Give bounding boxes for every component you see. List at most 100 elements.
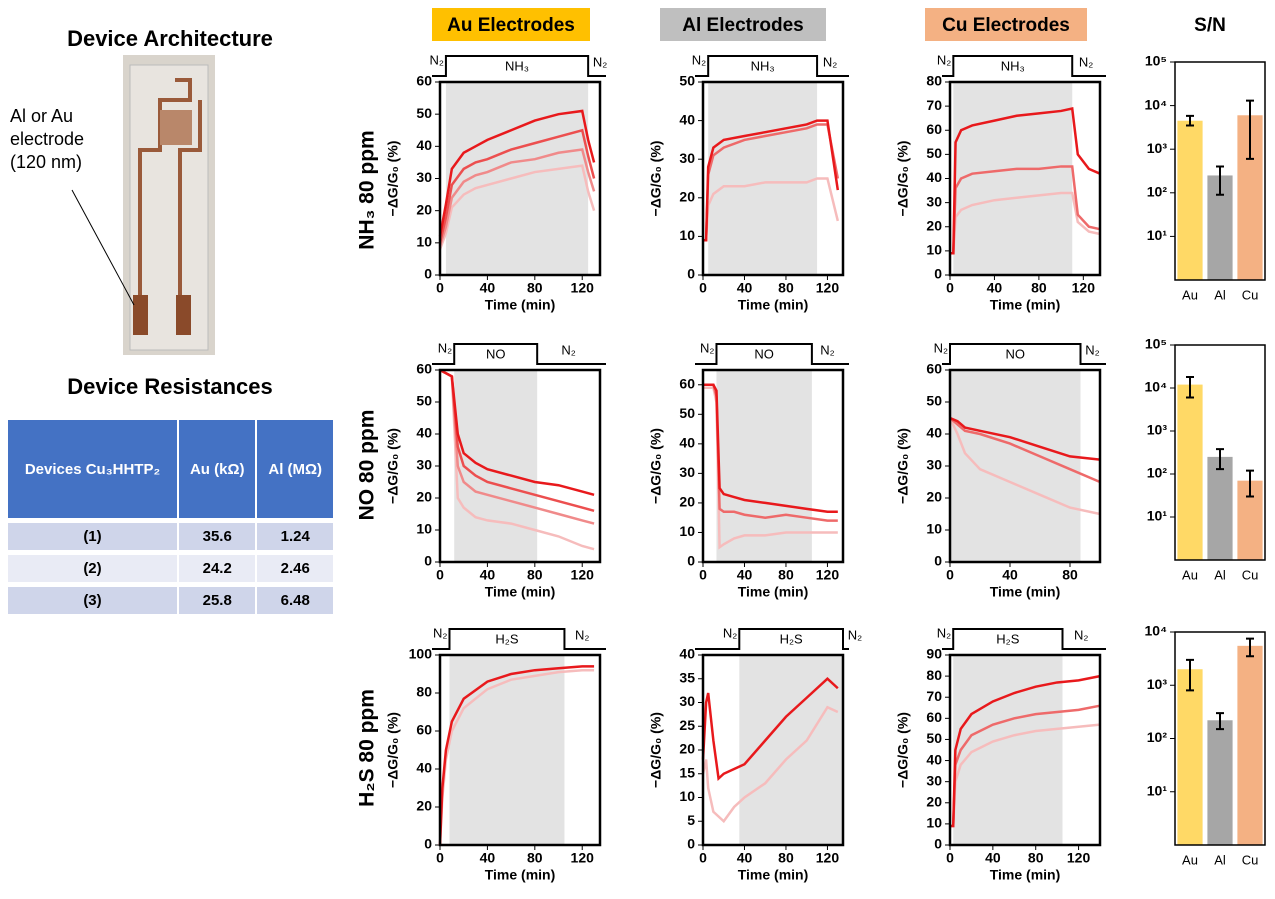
gas-label: N₂ <box>1085 342 1099 357</box>
y-tick-label: 60 <box>926 361 942 377</box>
x-tick-label: 120 <box>1067 850 1091 866</box>
x-tick-label: 80 <box>778 850 794 866</box>
figure: Device Architecture Al or Au electrode (… <box>0 0 1275 899</box>
x-tick-label: 40 <box>737 567 753 583</box>
y-tick-label: 30 <box>926 457 942 473</box>
x-tick-label: 120 <box>571 850 595 866</box>
y-tick-label: 0 <box>934 836 942 852</box>
gas-label: N₂ <box>700 340 714 355</box>
x-tick-label: Al <box>1214 852 1226 867</box>
gas-label: NO <box>754 346 774 361</box>
gas-label: N₂ <box>593 54 607 69</box>
y-tick-label: 40 <box>416 760 432 776</box>
y-tick-label: 40 <box>416 425 432 441</box>
y-tick-label: 0 <box>424 266 432 282</box>
heading: Device Architecture <box>67 26 273 51</box>
x-axis-label: Time (min) <box>738 867 809 883</box>
gas-label: N₂ <box>561 342 575 357</box>
gas-label: N₂ <box>438 340 452 355</box>
y-tick-label: 30 <box>679 150 695 166</box>
x-tick-label: 0 <box>436 567 444 583</box>
y-tick-label: 30 <box>679 693 695 709</box>
table-header: Au (kΩ) <box>179 420 257 518</box>
exposure-region <box>449 655 564 845</box>
y-axis-label: −ΔG/G₀ (%) <box>648 428 664 504</box>
x-tick-label: 80 <box>778 567 794 583</box>
y-tick-label: 50 <box>926 145 942 161</box>
y-tick-label: 10 <box>679 788 695 804</box>
exposure-region <box>708 82 817 275</box>
y-tick-label: 40 <box>679 435 695 451</box>
gas-label: N₂ <box>934 340 948 355</box>
column-header: Cu Electrodes <box>942 15 1070 36</box>
y-axis-label: −ΔG/G₀ (%) <box>895 141 911 217</box>
gas-label: H₂S <box>780 631 803 646</box>
y-tick-label: 10⁴ <box>1145 96 1168 112</box>
gas-label: H₂S <box>996 631 1019 646</box>
x-tick-label: 40 <box>480 280 496 296</box>
y-tick-label: 10⁴ <box>1145 623 1168 639</box>
y-tick-label: 10² <box>1147 465 1168 481</box>
y-tick-label: 60 <box>416 361 432 377</box>
x-tick-label: 0 <box>946 280 954 296</box>
x-tick-label: 120 <box>816 850 840 866</box>
y-tick-label: 10 <box>926 242 942 258</box>
y-tick-label: 10³ <box>1147 676 1168 692</box>
gas-label: N₂ <box>820 342 834 357</box>
x-tick-label: Cu <box>1242 287 1259 302</box>
x-tick-label: 80 <box>527 280 543 296</box>
y-tick-label: 10³ <box>1147 422 1168 438</box>
y-tick-label: 20 <box>926 489 942 505</box>
x-tick-label: 120 <box>816 280 840 296</box>
y-tick-label: 80 <box>926 73 942 89</box>
x-axis-label: Time (min) <box>990 584 1061 600</box>
y-tick-label: 5 <box>687 812 695 828</box>
gas-label: N₂ <box>692 52 706 67</box>
table-cell: (3) <box>8 582 179 614</box>
y-tick-label: 0 <box>687 266 695 282</box>
x-tick-label: 80 <box>1028 850 1044 866</box>
exposure-region <box>739 655 843 845</box>
gas-label: N₂ <box>937 625 951 640</box>
y-tick-label: 40 <box>926 751 942 767</box>
bar <box>1177 669 1202 845</box>
gas-label: N₂ <box>1079 54 1093 69</box>
bar <box>1237 646 1262 845</box>
x-axis-label: Time (min) <box>990 867 1061 883</box>
y-tick-label: 10 <box>416 521 432 537</box>
y-tick-label: 35 <box>679 669 695 685</box>
y-tick-label: 30 <box>679 464 695 480</box>
y-tick-label: 10 <box>926 521 942 537</box>
y-tick-label: 0 <box>934 266 942 282</box>
y-axis-label: −ΔG/G₀ (%) <box>385 141 401 217</box>
x-tick-label: 40 <box>987 280 1003 296</box>
x-tick-label: 0 <box>699 280 707 296</box>
y-tick-label: 70 <box>926 688 942 704</box>
y-tick-label: 50 <box>416 105 432 121</box>
y-axis-label: −ΔG/G₀ (%) <box>648 141 664 217</box>
y-tick-label: 10 <box>679 227 695 243</box>
column-header: Al Electrodes <box>682 15 803 36</box>
x-tick-label: 80 <box>527 850 543 866</box>
gas-label: H₂S <box>495 631 518 646</box>
x-tick-label: Cu <box>1242 567 1259 582</box>
electrode-note: Al or Au electrode (120 nm) <box>10 105 120 174</box>
x-tick-label: 120 <box>816 567 840 583</box>
y-tick-label: 10² <box>1147 729 1168 745</box>
y-tick-label: 90 <box>926 646 942 662</box>
y-axis-label: −ΔG/G₀ (%) <box>648 712 664 788</box>
exposure-region <box>454 370 537 562</box>
y-tick-label: 80 <box>926 667 942 683</box>
gas-label: N₂ <box>575 627 589 642</box>
y-tick-label: 100 <box>409 646 433 662</box>
x-tick-label: 80 <box>1062 567 1078 583</box>
y-tick-label: 50 <box>679 405 695 421</box>
x-tick-label: 0 <box>436 850 444 866</box>
y-tick-label: 30 <box>926 772 942 788</box>
y-tick-label: 10⁴ <box>1145 379 1168 395</box>
y-tick-label: 20 <box>679 741 695 757</box>
table-header: Devices Cu₃HHTP₂ <box>8 420 179 518</box>
x-axis-label: Time (min) <box>485 867 556 883</box>
x-tick-label: 80 <box>527 567 543 583</box>
bar <box>1177 385 1202 560</box>
